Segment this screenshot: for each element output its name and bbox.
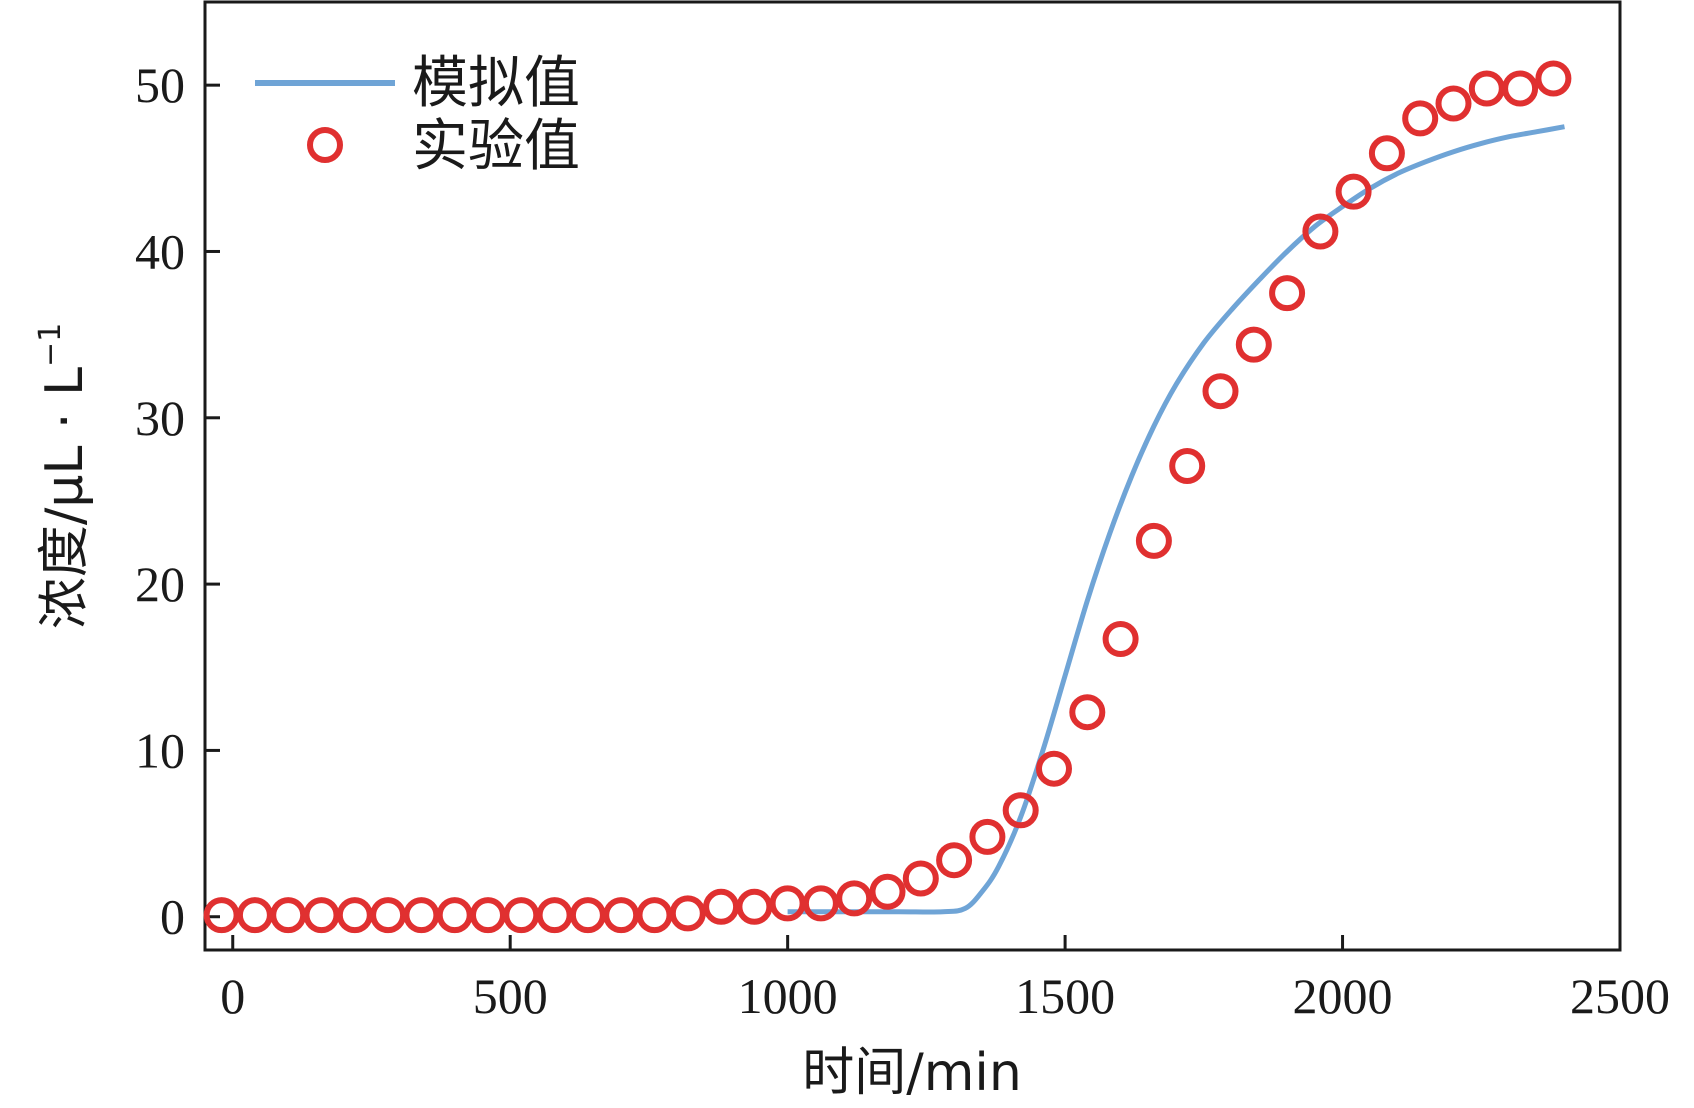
experimental-data-point bbox=[1235, 326, 1272, 363]
experimental-data-point bbox=[636, 897, 673, 934]
experimental-data-point bbox=[1335, 173, 1372, 210]
y-axis-title-main: 浓度/μL · L bbox=[35, 367, 95, 629]
experimental-data-point bbox=[1169, 448, 1206, 484]
experimental-data-point bbox=[902, 860, 939, 897]
y-tick-label: 10 bbox=[135, 722, 185, 778]
experimental-data-point bbox=[536, 897, 573, 934]
y-tick-labels: 0 10 20 30 40 50 bbox=[135, 57, 185, 945]
simulated-series-line bbox=[787, 124, 1565, 915]
experimental-data-point bbox=[236, 897, 273, 934]
series-layer bbox=[203, 60, 1572, 934]
experimental-data-point bbox=[370, 897, 407, 934]
x-tick-label: 1000 bbox=[738, 968, 838, 1024]
experimental-data-point bbox=[669, 895, 706, 932]
experimental-data-point bbox=[1535, 60, 1572, 97]
x-tick-label: 500 bbox=[473, 968, 548, 1024]
experimental-data-point bbox=[436, 897, 473, 934]
legend-label-experimental: 实验值 bbox=[412, 114, 580, 179]
y-tick-label: 0 bbox=[160, 889, 185, 945]
x-tick-label: 2000 bbox=[1293, 968, 1393, 1024]
experimental-data-point bbox=[270, 897, 307, 934]
experimental-data-point bbox=[1135, 522, 1172, 559]
experimental-data-point bbox=[569, 897, 606, 934]
experimental-data-point bbox=[403, 897, 440, 934]
experimental-data-point bbox=[470, 897, 506, 934]
experimental-data-point bbox=[703, 888, 740, 925]
experimental-data-point bbox=[836, 880, 873, 917]
experimental-data-point bbox=[1435, 85, 1472, 122]
experimental-data-point bbox=[1502, 70, 1539, 107]
experimental-data-point bbox=[736, 888, 773, 925]
experimental-data-point bbox=[1269, 275, 1306, 312]
experimental-data-point bbox=[1302, 213, 1339, 250]
legend-label-simulated: 模拟值 bbox=[412, 51, 580, 116]
experimental-data-point bbox=[603, 897, 640, 934]
experimental-data-point bbox=[1468, 70, 1505, 107]
experimental-data-point bbox=[1002, 792, 1039, 829]
axis-ticks bbox=[205, 83, 1622, 950]
experimental-data-point bbox=[769, 885, 806, 922]
experimental-data-point bbox=[503, 897, 540, 934]
x-axis-title: 时间/min bbox=[802, 1043, 1022, 1103]
experimental-data-point bbox=[203, 897, 240, 934]
experimental-data-point bbox=[1036, 750, 1072, 787]
experimental-data-point bbox=[1202, 373, 1239, 410]
experimental-data-point bbox=[303, 897, 340, 934]
y-axis-title: 浓度/μL · L−1 bbox=[33, 323, 95, 629]
y-axis-title-superscript: −1 bbox=[33, 323, 68, 367]
x-tick-labels: 0 500 1000 1500 2000 2500 bbox=[220, 968, 1670, 1024]
experimental-data-point bbox=[1368, 135, 1405, 172]
y-tick-label: 40 bbox=[135, 223, 185, 279]
plot-frame bbox=[203, 0, 1622, 952]
experimental-data-point bbox=[1069, 694, 1106, 731]
legend: 模拟值 实验值 bbox=[255, 51, 580, 179]
x-tick-label: 0 bbox=[220, 968, 245, 1024]
x-tick-label: 2500 bbox=[1570, 968, 1670, 1024]
experimental-data-point bbox=[1402, 100, 1439, 137]
experimental-data-point bbox=[936, 842, 973, 879]
legend-marker-experimental bbox=[307, 127, 343, 163]
experimental-data-point bbox=[869, 873, 906, 910]
experimental-data-point bbox=[802, 885, 839, 922]
y-tick-label: 30 bbox=[135, 390, 185, 446]
experimental-data-point bbox=[1102, 621, 1139, 657]
y-tick-label: 50 bbox=[135, 57, 185, 113]
y-tick-label: 20 bbox=[135, 556, 185, 612]
experimental-data-point bbox=[969, 818, 1006, 855]
x-tick-label: 1500 bbox=[1015, 968, 1115, 1024]
experimental-data-point bbox=[336, 897, 373, 934]
